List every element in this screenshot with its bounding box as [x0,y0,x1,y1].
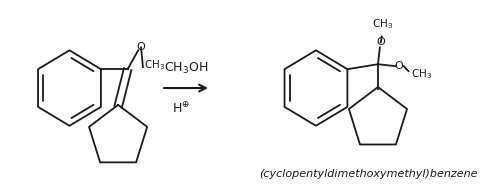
Text: O: O [376,37,385,47]
Text: O: O [137,42,145,52]
Text: O: O [395,61,403,71]
Text: H$^{\oplus}$: H$^{\oplus}$ [172,100,190,115]
Text: CH$_3$: CH$_3$ [372,18,393,31]
Text: CH$_3$: CH$_3$ [411,67,433,81]
Text: CH$_3$: CH$_3$ [144,58,165,72]
Text: CH$_3$OH: CH$_3$OH [164,61,208,76]
Text: (cyclopentyldimethoxymethyl)benzene: (cyclopentyldimethoxymethyl)benzene [259,169,478,179]
